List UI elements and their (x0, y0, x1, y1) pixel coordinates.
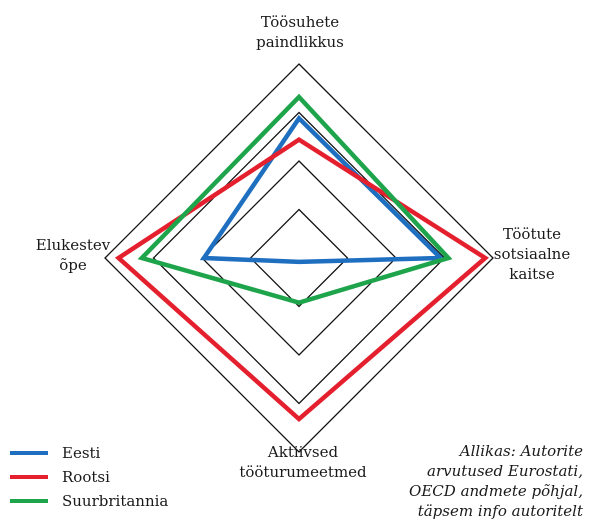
radar-series (114, 93, 490, 423)
legend-item-suurbritannia: Suurbritannia (10, 490, 168, 512)
legend-item-rootsi: Rootsi (10, 466, 168, 488)
series-line-suurbritannia (137, 93, 453, 305)
legend-swatch (10, 475, 48, 479)
legend-swatch (10, 499, 48, 503)
series-line-eesti (199, 114, 446, 265)
legend-label: Rootsi (62, 468, 110, 486)
legend-label: Suurbritannia (62, 492, 169, 510)
legend-item-eesti: Eesti (10, 442, 168, 464)
axis-label-social-protection: Töötute sotsiaalne kaitse (493, 225, 571, 283)
axis-label-active-measures: Aktiivsed tööturumeetmed (239, 443, 367, 481)
radar-grid (104, 63, 494, 453)
series-line-rootsi (114, 136, 490, 423)
grid-ring (201, 160, 397, 356)
legend: Eesti Rootsi Suurbritannia (10, 442, 168, 514)
legend-label: Eesti (62, 444, 101, 462)
grid-ring (249, 208, 349, 308)
legend-swatch (10, 451, 48, 455)
source-note: Allikas: Autorite arvutused Eurostati, O… (409, 442, 583, 520)
axis-label-flexibility: Töösuhete paindlikkus (256, 13, 344, 51)
grid-ring (104, 63, 494, 453)
axis-label-lifelong-learning: Elukestev õpe (35, 236, 111, 274)
grid-ring (152, 111, 446, 405)
